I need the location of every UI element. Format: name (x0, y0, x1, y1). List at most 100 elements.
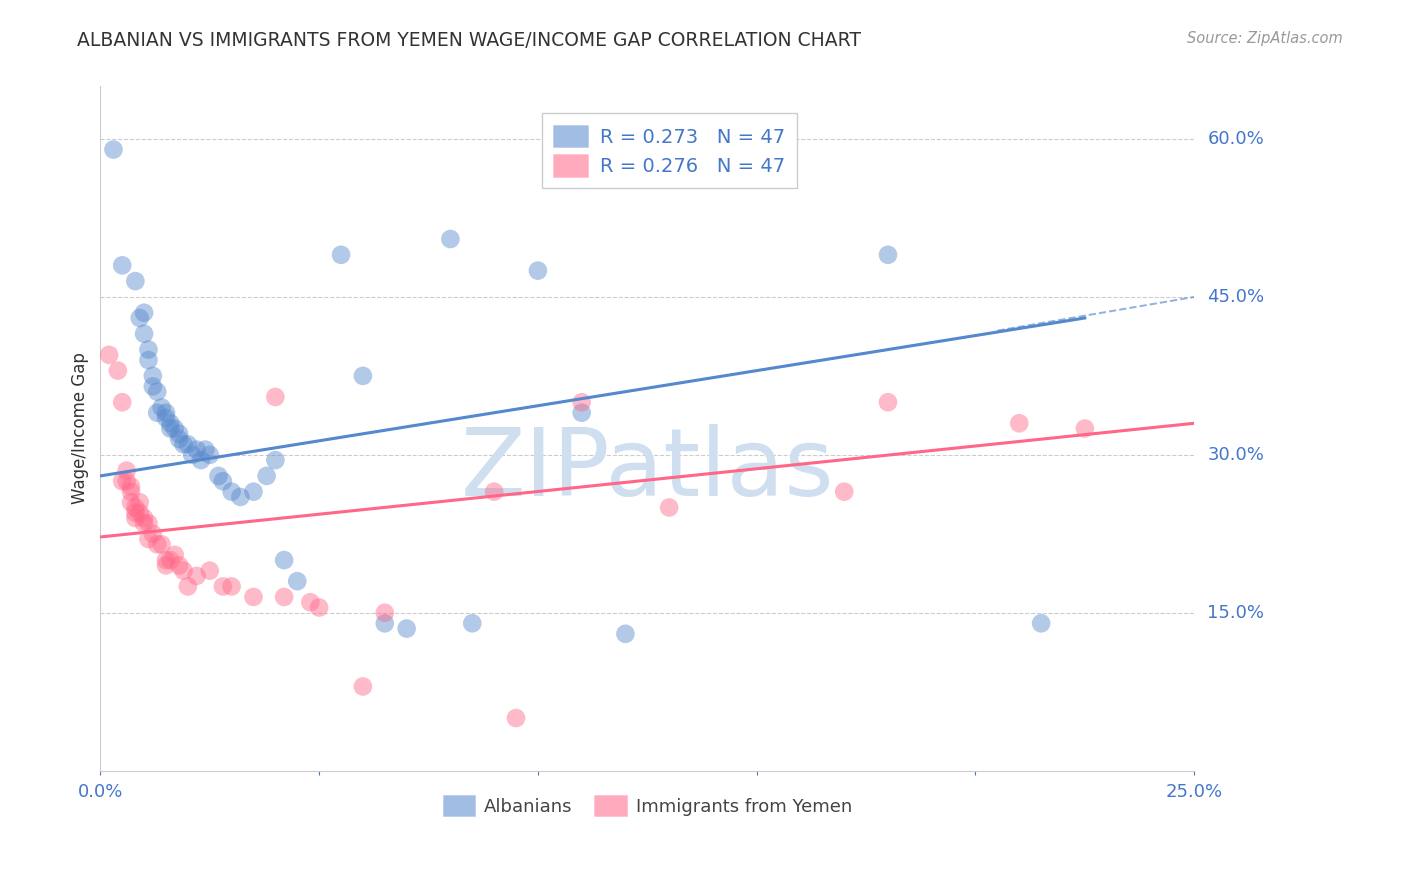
Point (527, 263, 550, 277)
Point (155, 406, 177, 420)
Point (138, 353, 160, 368)
Point (330, 248, 353, 262)
Point (658, 500, 681, 515)
Point (352, 680, 374, 694)
Point (877, 248, 900, 262)
Point (124, 506, 146, 520)
Point (159, 421, 181, 435)
Point (439, 232, 461, 246)
Point (132, 326, 155, 341)
Point (150, 401, 173, 415)
Point (308, 600, 330, 615)
Point (221, 579, 243, 593)
Point (163, 548, 186, 562)
Point (163, 421, 186, 435)
Point (124, 274, 146, 288)
Text: 45.0%: 45.0% (1208, 288, 1264, 306)
Text: Source: ZipAtlas.com: Source: ZipAtlas.com (1187, 31, 1343, 46)
Point (264, 390, 287, 404)
Point (832, 484, 855, 499)
Text: 60.0%: 60.0% (1208, 130, 1264, 148)
Point (614, 627, 637, 641)
Point (177, 437, 200, 451)
Point (173, 564, 195, 578)
Point (285, 574, 308, 589)
Point (150, 537, 173, 551)
Point (221, 484, 243, 499)
Point (273, 553, 295, 567)
Point (177, 579, 200, 593)
Point (264, 453, 287, 467)
Point (146, 537, 169, 551)
Point (111, 258, 134, 272)
Point (138, 516, 160, 531)
Point (173, 437, 195, 451)
Point (132, 516, 155, 531)
Point (167, 426, 190, 441)
Point (299, 595, 322, 609)
Point (194, 442, 217, 457)
Point (115, 464, 138, 478)
Point (186, 442, 208, 457)
Point (242, 590, 264, 604)
Point (1074, 421, 1097, 435)
Point (1029, 616, 1052, 631)
Point (120, 479, 142, 493)
Point (146, 406, 169, 420)
Point (212, 474, 235, 488)
Point (571, 395, 593, 409)
Point (374, 606, 396, 620)
Point (155, 411, 177, 425)
Point (115, 474, 138, 488)
Point (229, 490, 252, 504)
Point (352, 368, 374, 383)
Point (505, 711, 527, 725)
Text: ZIPatlas: ZIPatlas (461, 424, 834, 516)
Point (167, 558, 190, 573)
Point (111, 395, 134, 409)
Point (128, 506, 150, 520)
Point (107, 363, 129, 377)
Point (98, 348, 121, 362)
Point (186, 569, 208, 583)
Point (212, 579, 235, 593)
Point (120, 484, 142, 499)
Text: 30.0%: 30.0% (1208, 446, 1264, 464)
Point (142, 526, 165, 541)
Point (124, 500, 146, 515)
Point (142, 379, 165, 393)
Point (103, 143, 125, 157)
Point (242, 484, 264, 499)
Point (198, 564, 221, 578)
Point (571, 406, 593, 420)
Point (877, 395, 900, 409)
Point (395, 622, 418, 636)
Point (138, 343, 160, 357)
Point (256, 469, 278, 483)
Point (190, 453, 212, 467)
Point (207, 469, 229, 483)
Point (167, 432, 190, 446)
Point (155, 553, 177, 567)
Point (124, 511, 146, 525)
Point (132, 511, 155, 525)
Point (198, 448, 221, 462)
Point (120, 495, 142, 509)
Point (159, 553, 181, 567)
Point (181, 448, 204, 462)
Point (132, 306, 155, 320)
Y-axis label: Wage/Income Gap: Wage/Income Gap (72, 352, 89, 505)
Point (142, 368, 165, 383)
Point (146, 384, 169, 399)
Point (1008, 417, 1031, 431)
Point (128, 495, 150, 509)
Point (273, 590, 295, 604)
Text: 15.0%: 15.0% (1208, 604, 1264, 622)
Point (461, 616, 484, 631)
Point (138, 532, 160, 546)
Point (111, 474, 134, 488)
Point (128, 310, 150, 325)
Point (374, 616, 396, 631)
Point (159, 417, 181, 431)
Text: ALBANIAN VS IMMIGRANTS FROM YEMEN WAGE/INCOME GAP CORRELATION CHART: ALBANIAN VS IMMIGRANTS FROM YEMEN WAGE/I… (77, 31, 862, 50)
